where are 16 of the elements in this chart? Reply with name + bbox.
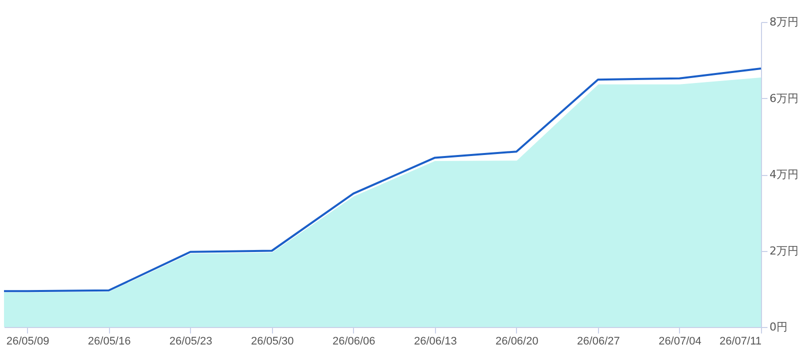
y-tick-label: 2万円 <box>770 244 798 258</box>
x-tick-label: 26/06/27 <box>577 336 620 346</box>
x-tick-label: 26/06/20 <box>496 336 538 346</box>
y-tick-label: 4万円 <box>770 168 798 181</box>
x-tick-label: 26/07/11 <box>719 336 762 346</box>
line-series <box>3 68 762 292</box>
x-tick-label: 26/05/16 <box>88 336 131 346</box>
x-tick-label: 26/05/23 <box>169 336 212 346</box>
x-tick-label: 26/06/06 <box>332 336 376 346</box>
y-tick-label: 0円 <box>770 320 788 334</box>
x-tick-label: 26/05/30 <box>250 336 294 346</box>
y-tick-label: 8万円 <box>770 16 798 28</box>
x-tick-label: 26/06/13 <box>414 336 457 346</box>
x-tick-label: 26/05/09 <box>6 336 50 346</box>
y-tick-label: 6万円 <box>770 92 798 105</box>
x-tick-label: 26/07/04 <box>658 336 702 346</box>
